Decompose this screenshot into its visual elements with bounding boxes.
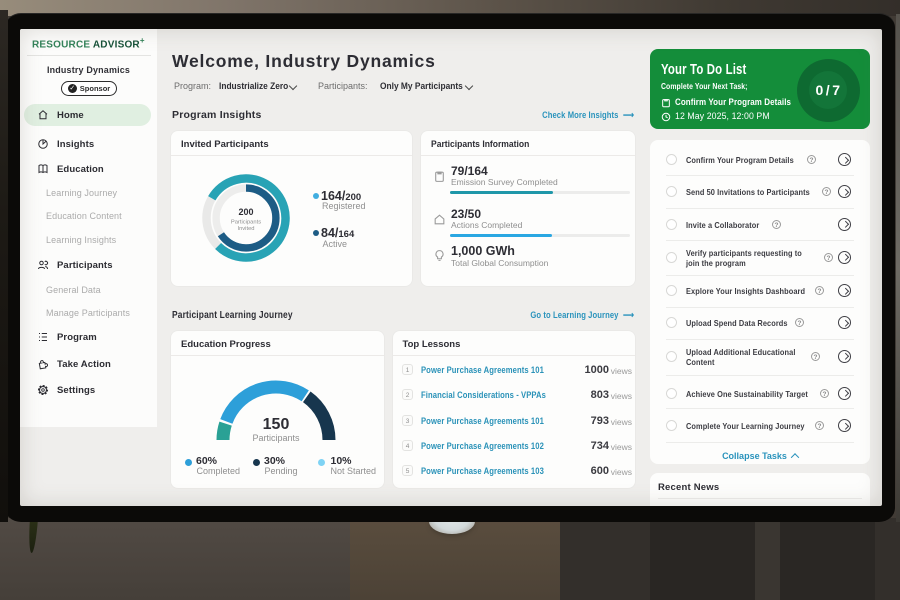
svg-text:Invited: Invited [237, 226, 254, 232]
svg-text:Participants: Participants [231, 220, 261, 226]
svg-text:200: 200 [238, 207, 253, 217]
